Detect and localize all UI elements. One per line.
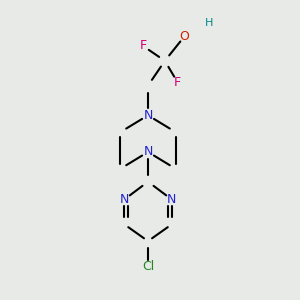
Text: O: O: [180, 30, 190, 43]
Text: F: F: [140, 40, 147, 52]
Text: N: N: [167, 193, 176, 206]
Text: H: H: [205, 18, 213, 28]
Text: F: F: [174, 76, 181, 89]
Text: N: N: [120, 193, 129, 206]
Text: Cl: Cl: [142, 260, 154, 273]
Text: N: N: [143, 146, 153, 158]
Text: N: N: [143, 109, 153, 122]
